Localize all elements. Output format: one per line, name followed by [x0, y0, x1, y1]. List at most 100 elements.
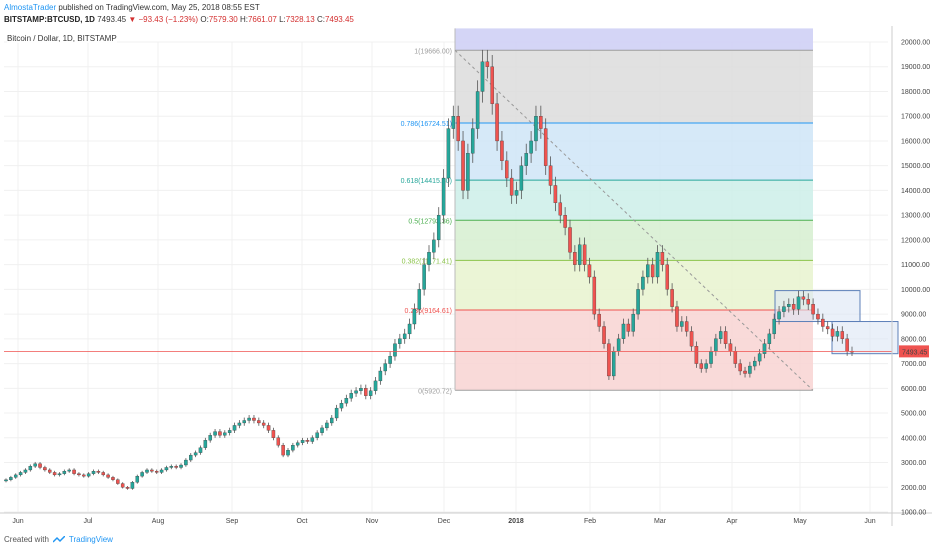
- candle-body: [13, 474, 18, 478]
- candle-body: [38, 463, 42, 468]
- x-tick-label: Apr: [727, 518, 739, 525]
- fib-trend-line: [454, 49, 814, 391]
- candle-body: [359, 388, 363, 391]
- candle-body: [816, 313, 820, 320]
- y-tick-label: 12000.00: [901, 237, 930, 244]
- candle-body: [738, 363, 742, 372]
- candle-body: [398, 338, 402, 344]
- candle-body: [135, 475, 140, 483]
- candle-body: [471, 128, 475, 154]
- candle-body: [772, 318, 776, 335]
- tradingview-logo-icon: [52, 535, 65, 543]
- candle-body: [699, 363, 704, 369]
- candle-body: [709, 351, 713, 364]
- candle-body: [150, 469, 154, 472]
- candle-body: [67, 469, 71, 472]
- candle-body: [28, 466, 33, 471]
- y-tick-label: 2000.00: [901, 485, 926, 492]
- y-tick-label: 16000.00: [901, 138, 930, 145]
- candle-body: [130, 482, 135, 489]
- candle-body: [796, 296, 801, 310]
- candle-body: [276, 437, 281, 446]
- y-tick-label: 18000.00: [901, 89, 930, 96]
- fib-level-label: 0(5920.72): [418, 388, 452, 395]
- last-price-badge-label: 7493.45: [902, 349, 927, 356]
- candle-body: [558, 202, 563, 216]
- candle-body: [665, 264, 669, 290]
- candle-body: [480, 61, 485, 92]
- candle-body: [529, 140, 533, 154]
- candle-body: [218, 431, 222, 436]
- candle-body: [189, 454, 193, 461]
- candle-body: [587, 264, 592, 278]
- candle-body: [451, 116, 456, 129]
- chart-area[interactable]: 1(19666.00) 0.786(16724.51) 0.618(14415.30…: [0, 26, 932, 533]
- candle-body: [548, 165, 553, 186]
- y-tick-label: 1000.00: [901, 510, 926, 517]
- candle-body: [655, 252, 660, 278]
- candle-body: [305, 440, 310, 442]
- candle-body: [96, 471, 101, 473]
- candle-body: [300, 440, 305, 443]
- candle-body: [9, 477, 13, 480]
- candle-body: [111, 477, 115, 480]
- candle-body: [33, 463, 37, 467]
- candle-body: [427, 252, 431, 265]
- candle-body: [72, 469, 76, 474]
- candle-body: [86, 473, 91, 477]
- candle-body: [378, 370, 383, 382]
- candle-body: [402, 333, 407, 339]
- candle-body: [514, 190, 519, 196]
- candle-body: [140, 472, 144, 477]
- candle-body: [349, 393, 353, 399]
- y-tick-label: 13000.00: [901, 213, 930, 220]
- open-label: O:: [200, 15, 209, 24]
- candle-body: [670, 289, 674, 307]
- candle-body: [91, 471, 96, 474]
- candle-body: [441, 177, 446, 216]
- chart-title: Bitcoin / Dollar, 1D, BITSTAMP: [7, 34, 117, 43]
- candle-body: [714, 338, 718, 352]
- author-name[interactable]: AlmostaTrader: [4, 3, 57, 12]
- candle-body: [582, 244, 587, 265]
- candle-body: [612, 351, 616, 377]
- fib-level-label: 0.236(9164.61): [405, 308, 452, 315]
- candle-body: [315, 432, 319, 438]
- candle-body: [286, 450, 290, 456]
- price-chart[interactable]: 1(19666.00) 0.786(16724.51) 0.618(14415.30…: [0, 26, 932, 533]
- created-with-text: Created with: [4, 535, 49, 544]
- candle-body: [718, 331, 723, 339]
- candle-body: [694, 346, 699, 364]
- fib-level-label: 1(19666.00): [414, 48, 452, 55]
- candle-body: [57, 473, 62, 476]
- candle-body: [636, 289, 640, 315]
- y-tick-label: 8000.00: [901, 336, 926, 343]
- candle-body: [432, 239, 436, 253]
- x-tick-label: Dec: [438, 518, 451, 525]
- candle-body: [762, 343, 767, 354]
- candle-body: [616, 338, 621, 352]
- candle-body: [748, 365, 752, 374]
- fib-zone: [455, 220, 813, 261]
- y-tick-label: 5000.00: [901, 411, 926, 418]
- candle-body: [650, 264, 655, 278]
- candle-body: [485, 61, 490, 67]
- close-value: 7493.45: [324, 15, 354, 24]
- published-info: published on TradingView.com, May 25, 20…: [58, 3, 260, 12]
- candle-body: [52, 472, 57, 476]
- chart-header: AlmostaTrader published on TradingView.c…: [4, 2, 924, 26]
- candle-body: [466, 153, 470, 191]
- candle-body: [577, 244, 582, 265]
- candle-body: [213, 431, 217, 436]
- candle-body: [539, 116, 543, 129]
- x-tick-label: Oct: [297, 518, 308, 525]
- candle-body: [825, 326, 830, 330]
- footer: Created with TradingView: [4, 535, 113, 544]
- candle-body: [646, 264, 650, 278]
- candle-body: [227, 430, 232, 433]
- y-tick-label: 15000.00: [901, 163, 930, 170]
- candle-body: [174, 466, 178, 468]
- tradingview-brand[interactable]: TradingView: [68, 535, 113, 544]
- y-tick-label: 9000.00: [901, 312, 926, 319]
- candle-body: [505, 160, 509, 179]
